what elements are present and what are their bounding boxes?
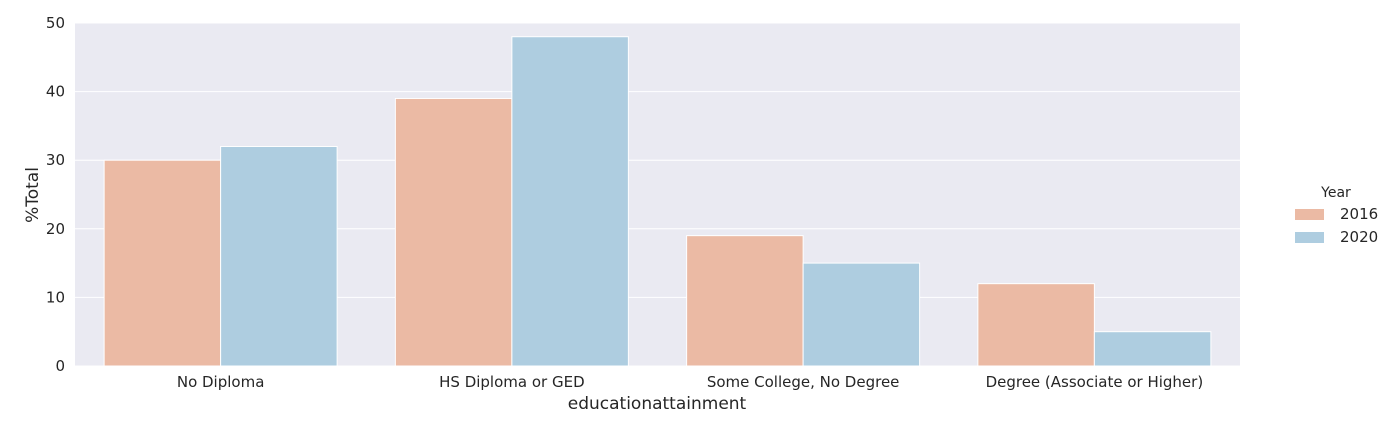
bar-2020 <box>511 36 629 367</box>
x-tick-label: Some College, No Degree <box>707 373 900 391</box>
bars <box>103 36 1212 367</box>
legend-label-2016: 2016 <box>1340 205 1378 223</box>
bar-2016 <box>394 97 513 367</box>
y-axis-ticks: 0 10 20 30 40 50 <box>46 14 65 375</box>
bar-2016 <box>977 283 1095 367</box>
legend-items: 2016 2020 <box>1295 205 1378 246</box>
x-tick-label: HS Diploma or GED <box>439 373 585 391</box>
x-axis-ticks: No Diploma HS Diploma or GED Some College,… <box>177 373 1203 391</box>
y-tick-label: 0 <box>55 357 65 375</box>
legend-swatch-2020 <box>1295 232 1324 243</box>
y-tick-label: 20 <box>46 220 65 238</box>
x-axis-label: educationattainment <box>568 394 747 414</box>
bar-2016 <box>686 235 804 367</box>
bar-2020 <box>220 145 338 367</box>
x-tick-label: No Diploma <box>177 373 265 391</box>
x-tick-label: Degree (Associate or Higher) <box>986 373 1204 391</box>
y-tick-label: 40 <box>46 83 65 101</box>
y-tick-label: 30 <box>46 151 65 169</box>
y-axis-label: %Total <box>23 167 43 223</box>
y-tick-label: 10 <box>46 288 65 306</box>
legend-title: Year <box>1320 185 1351 201</box>
y-tick-label: 50 <box>46 14 65 32</box>
legend: Year 2016 2020 <box>1295 185 1378 246</box>
bar-2016 <box>103 159 222 367</box>
bar-2020 <box>1093 331 1212 367</box>
legend-swatch-2016 <box>1295 209 1324 220</box>
legend-label-2020: 2020 <box>1340 228 1378 246</box>
bar-2020 <box>802 262 921 367</box>
